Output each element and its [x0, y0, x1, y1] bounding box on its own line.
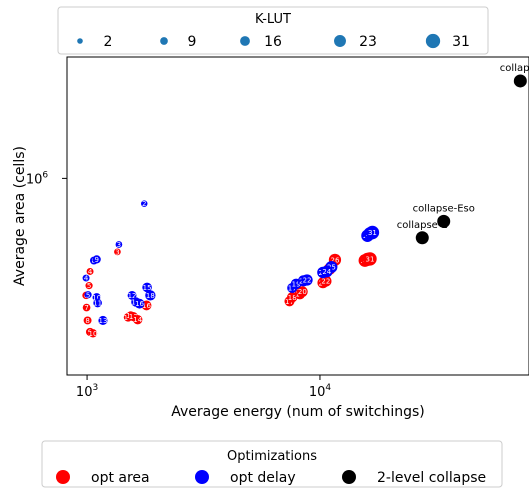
data-point-label: 22 — [321, 278, 330, 286]
data-point-label: 9 — [94, 256, 98, 264]
data-point-label: 12 — [128, 292, 137, 300]
data-point-label: 26 — [331, 256, 340, 264]
y-tick-label: 106 — [26, 170, 49, 187]
data-point — [82, 303, 91, 312]
data-point-label: 8 — [85, 317, 89, 325]
data-point — [93, 298, 102, 308]
data-point — [92, 255, 101, 264]
color-legend-label: 2-level collapse — [377, 470, 486, 486]
size-legend-entries: 2 9 16 23 31 — [77, 33, 470, 50]
collapse-point-label: collapse-E — [397, 220, 448, 231]
color-legend: Optimizations opt area opt delay 2-level c… — [41, 440, 503, 488]
data-point-label: 3 — [117, 241, 121, 249]
data-point-label: 5 — [87, 282, 91, 290]
data-point — [114, 248, 121, 256]
data-point — [83, 316, 92, 325]
data-point — [320, 265, 333, 278]
collapse-point — [513, 74, 527, 88]
data-point-label: 11 — [93, 300, 102, 308]
collapse-point-label: collapse-Eso — [413, 203, 475, 214]
size-legend-title: K-LUT — [255, 12, 291, 27]
data-point-label: 18 — [288, 294, 297, 302]
size-legend-marker — [160, 37, 168, 45]
x-axis-label: Average energy (num of switchings) — [171, 404, 425, 420]
size-legend-label: 9 — [188, 34, 197, 50]
data-point — [82, 274, 90, 282]
data-point-label: 16 — [135, 300, 144, 308]
data-point-label: 24 — [322, 268, 331, 276]
size-legend: K-LUT 2 9 16 23 31 — [57, 6, 489, 55]
collapse-point — [415, 231, 429, 245]
color-legend-title: Optimizations — [227, 449, 317, 464]
data-point — [145, 290, 156, 301]
x-tick-label: 103 — [76, 383, 98, 400]
data-point-label: 3 — [115, 248, 119, 256]
collapse-point — [437, 214, 451, 228]
data-point-label: 13 — [129, 313, 138, 321]
data-point — [363, 252, 377, 266]
color-legend-marker — [195, 470, 209, 484]
data-point — [296, 286, 308, 298]
data-point-label: 4 — [84, 275, 89, 283]
data-point-label: 31 — [366, 255, 375, 263]
size-legend-marker — [334, 35, 346, 47]
data-point-label: 20 — [298, 288, 307, 296]
data-point — [141, 200, 148, 207]
data-point-label: 10 — [92, 294, 101, 302]
size-legend-marker — [77, 38, 83, 44]
color-legend-label: opt area — [91, 470, 150, 486]
color-legend-marker — [342, 470, 356, 484]
data-point — [320, 275, 332, 287]
plot-frame — [66, 56, 529, 376]
data-point-label: 10 — [89, 330, 98, 338]
data-point-label: 17 — [288, 284, 297, 292]
size-legend-marker — [240, 36, 250, 46]
y-axis-label: Average area (cells) — [12, 146, 28, 286]
size-legend-marker — [425, 33, 441, 49]
data-point-label: 2 — [142, 200, 146, 208]
plot-area: 4567891031112131416171819202122242628303… — [26, 56, 529, 400]
size-legend-label: 16 — [264, 34, 282, 50]
data-point-label: 7 — [84, 304, 88, 312]
data-point — [134, 298, 145, 309]
data-point-label: 4 — [88, 268, 93, 276]
data-point-label: 5 — [86, 291, 90, 299]
data-point-label: 14 — [133, 316, 142, 324]
data-point — [84, 291, 92, 299]
data-point — [133, 314, 143, 325]
color-legend-frame — [41, 440, 503, 488]
data-point-label: 17 — [285, 298, 294, 306]
data-point — [98, 315, 108, 326]
data-point — [142, 282, 152, 293]
data-point — [365, 225, 380, 240]
collapse-point-label: collapse — [500, 63, 529, 74]
data-point — [88, 329, 98, 338]
size-legend-label: 2 — [104, 34, 113, 50]
data-point-label: 25 — [327, 263, 336, 271]
color-legend-marker — [56, 470, 70, 484]
color-legend-label: opt delay — [230, 470, 296, 486]
color-legend-entries: opt area opt delay 2-level collapse — [56, 470, 486, 486]
data-point-label: 13 — [98, 317, 107, 325]
data-point-label: 31 — [368, 229, 377, 237]
data-point — [86, 267, 94, 275]
data-point-label: 19 — [292, 280, 301, 288]
data-point-label: 15 — [143, 284, 152, 292]
data-point — [115, 241, 123, 248]
size-legend-label: 31 — [452, 34, 470, 50]
data-point — [85, 282, 93, 290]
size-legend-label: 23 — [359, 34, 377, 50]
x-tick-label: 104 — [309, 383, 332, 400]
data-point-label: 22 — [303, 276, 312, 284]
data-point — [301, 274, 313, 286]
points-layer: 4567891031112131416171819202122242628303… — [82, 63, 529, 338]
data-point-label: 16 — [142, 302, 151, 310]
data-point-label: 18 — [146, 292, 155, 300]
